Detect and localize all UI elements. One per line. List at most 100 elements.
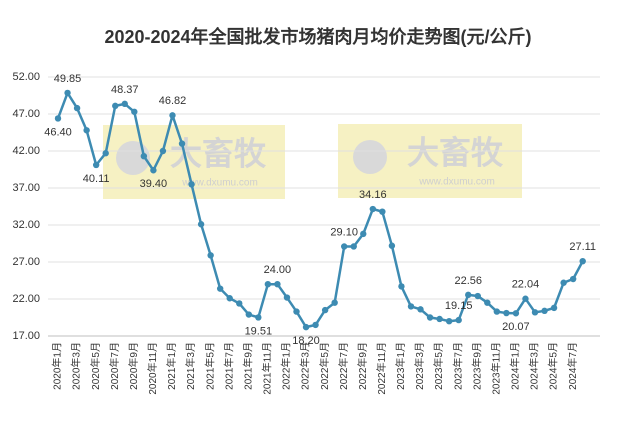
- x-tick-label: 2024年3月: [528, 342, 541, 390]
- data-label: 48.37: [111, 84, 139, 96]
- data-point: [465, 291, 472, 299]
- data-point: [407, 303, 415, 310]
- data-point: [512, 310, 520, 317]
- data-point: [131, 108, 138, 115]
- y-tick-label: 42.00: [12, 145, 40, 157]
- data-point: [169, 112, 176, 119]
- data-point: [159, 147, 167, 155]
- x-tick-label: 2022年11月: [375, 342, 388, 395]
- watermark: 大畜牧 www.dxumu.com 大畜牧 www.dxumu.com: [103, 124, 522, 199]
- data-label: 49.85: [54, 73, 82, 85]
- data-point: [312, 321, 319, 329]
- data-point: [150, 167, 157, 174]
- data-point: [379, 208, 386, 215]
- data-point: [369, 205, 377, 213]
- data-point: [341, 243, 348, 250]
- data-point: [321, 306, 329, 314]
- data-point: [445, 318, 453, 325]
- data-point: [54, 115, 62, 122]
- data-point: [541, 307, 548, 315]
- data-label: 22.56: [454, 275, 482, 287]
- data-point: [178, 140, 186, 147]
- data-point: [522, 295, 529, 302]
- data-label: 19.15: [445, 300, 473, 312]
- data-point: [188, 181, 195, 188]
- x-tick-label: 2024年1月: [509, 342, 522, 390]
- y-tick-label: 37.00: [12, 182, 40, 194]
- data-point: [417, 306, 424, 313]
- data-point: [236, 300, 243, 307]
- watermark-url: www.dxumu.com: [181, 178, 258, 189]
- data-point: [531, 309, 539, 316]
- data-point: [579, 257, 586, 265]
- x-tick-label: 2022年3月: [299, 342, 312, 390]
- data-point: [560, 279, 567, 286]
- x-tick-label: 2024年5月: [547, 342, 560, 390]
- x-tick-label: 2020年7月: [108, 342, 121, 390]
- data-point: [102, 150, 109, 157]
- data-point: [207, 252, 214, 259]
- data-point: [503, 309, 510, 317]
- y-tick-label: 27.00: [12, 256, 40, 268]
- data-point: [140, 152, 148, 160]
- x-tick-label: 2021年3月: [184, 342, 197, 390]
- watermark-brand: 大畜牧: [407, 134, 504, 170]
- x-tick-label: 2021年9月: [241, 342, 254, 390]
- data-point: [474, 292, 481, 300]
- watermark-url: www.dxumu.com: [418, 177, 495, 188]
- data-label: 34.16: [359, 189, 387, 201]
- x-tick-label: 2023年9月: [470, 342, 483, 390]
- data-point: [245, 311, 252, 318]
- data-point: [484, 299, 491, 306]
- data-point: [293, 308, 300, 315]
- watermark-logo: [353, 140, 387, 174]
- data-point: [264, 281, 272, 288]
- data-point: [569, 275, 577, 283]
- data-label: 20.07: [502, 321, 530, 333]
- x-tick-label: 2021年7月: [222, 342, 235, 390]
- data-point: [388, 242, 396, 249]
- y-tick-label: 32.00: [12, 219, 40, 231]
- data-point: [398, 283, 405, 290]
- data-label: 24.00: [264, 264, 292, 276]
- x-tick-label: 2020年5月: [89, 342, 102, 390]
- x-tick-label: 2023年1月: [394, 342, 407, 390]
- x-tick-label: 2023年11月: [489, 342, 502, 395]
- data-point: [283, 294, 291, 301]
- data-point: [83, 127, 90, 134]
- x-tick-label: 2022年7月: [337, 342, 350, 390]
- data-label: 27.11: [569, 241, 596, 253]
- x-tick-label: 2020年3月: [70, 342, 83, 390]
- data-point: [331, 299, 338, 306]
- data-point: [197, 221, 205, 228]
- x-tick-label: 2022年9月: [356, 342, 369, 390]
- data-label: 18.20: [292, 335, 320, 347]
- x-tick-label: 2022年5月: [318, 342, 331, 390]
- y-tick-label: 47.00: [12, 108, 40, 120]
- data-point: [426, 314, 434, 321]
- data-point: [436, 315, 443, 323]
- y-tick-label: 17.00: [12, 330, 40, 342]
- data-label: 19.51: [245, 325, 273, 337]
- data-point: [216, 285, 224, 292]
- data-point: [255, 314, 262, 321]
- data-point: [455, 316, 462, 324]
- x-tick-label: 2020年1月: [51, 342, 64, 390]
- data-point: [73, 104, 81, 112]
- x-tick-label: 2020年9月: [127, 342, 140, 390]
- data-label: 39.40: [140, 178, 168, 190]
- x-tick-label: 2024年7月: [566, 342, 579, 390]
- data-point: [350, 243, 357, 250]
- data-point: [121, 100, 128, 108]
- data-point: [360, 230, 367, 238]
- x-tick-label: 2021年11月: [261, 342, 274, 395]
- x-tick-label: 2023年5月: [432, 342, 445, 390]
- data-point: [493, 308, 501, 315]
- data-point: [226, 295, 233, 302]
- data-point: [274, 281, 281, 288]
- data-point: [64, 89, 71, 97]
- data-label: 22.04: [512, 279, 540, 291]
- chart-title: 2020-2024年全国批发市场猪肉月均价走势图(元/公斤): [104, 26, 531, 47]
- x-tick-label: 2023年7月: [451, 342, 464, 390]
